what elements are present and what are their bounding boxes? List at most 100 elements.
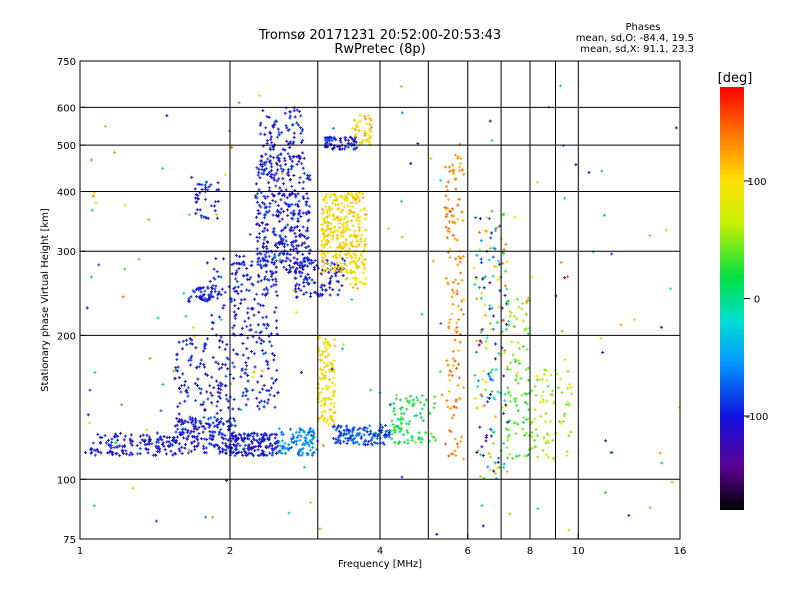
data-point: [333, 411, 337, 415]
data-point: [480, 291, 484, 295]
data-point: [319, 377, 323, 381]
data-point: [259, 205, 263, 209]
y-tick-label: 75: [63, 535, 76, 546]
data-point: [218, 381, 222, 385]
data-point: [250, 441, 254, 445]
data-point: [307, 210, 311, 214]
data-point: [293, 276, 297, 280]
data-point: [198, 208, 202, 212]
data-point: [282, 245, 286, 249]
data-point: [292, 140, 296, 144]
data-point: [521, 319, 525, 323]
data-point: [188, 337, 192, 341]
data-point: [249, 451, 253, 455]
data-point: [292, 131, 296, 135]
data-point: [301, 166, 305, 170]
data-point: [206, 417, 210, 421]
data-point: [484, 346, 488, 350]
data-point: [216, 296, 220, 300]
data-point: [306, 244, 310, 248]
x-tick-label: 2: [227, 546, 233, 557]
data-point: [294, 290, 298, 294]
data-point: [241, 394, 245, 398]
data-point: [257, 275, 261, 279]
data-point: [482, 286, 486, 290]
data-point: [119, 431, 123, 435]
data-point: [479, 296, 483, 300]
data-point: [210, 515, 214, 519]
data-point: [323, 216, 327, 220]
data-point: [211, 435, 215, 439]
data-point: [271, 230, 275, 234]
data-point: [154, 453, 158, 457]
data-point: [301, 187, 305, 191]
data-point: [203, 342, 207, 346]
data-point: [190, 342, 194, 346]
data-point: [354, 201, 358, 205]
data-point: [240, 326, 244, 330]
data-point: [455, 321, 459, 325]
data-point: [339, 194, 343, 198]
data-point: [354, 192, 358, 196]
data-point: [158, 447, 162, 451]
data-point: [267, 389, 271, 393]
data-point: [320, 414, 324, 418]
data-point: [284, 268, 288, 272]
data-point: [451, 302, 455, 306]
data-point: [262, 288, 266, 292]
data-point: [262, 161, 266, 165]
data-point: [299, 232, 303, 236]
data-point: [268, 146, 272, 150]
data-point: [138, 447, 142, 451]
data-point: [279, 152, 283, 156]
data-point: [453, 449, 457, 453]
data-point: [363, 132, 367, 136]
data-point: [327, 368, 331, 372]
data-point: [489, 392, 493, 396]
data-point: [236, 442, 240, 446]
data-point: [216, 423, 220, 427]
phase-stats-x: mean, sd,X: 91.1, 23.3: [580, 44, 694, 55]
data-point: [658, 451, 662, 455]
data-point: [352, 260, 356, 264]
data-point: [563, 358, 567, 362]
data-point: [171, 439, 175, 443]
data-point: [345, 197, 349, 201]
data-point: [259, 121, 263, 125]
data-point: [232, 365, 236, 369]
data-point: [294, 203, 298, 207]
data-point: [349, 271, 353, 275]
data-point: [549, 419, 553, 423]
data-point: [215, 270, 219, 274]
data-point: [293, 226, 297, 230]
data-point: [440, 393, 444, 397]
data-point: [239, 375, 243, 379]
data-point: [352, 118, 356, 122]
data-point: [262, 172, 266, 176]
data-point: [368, 135, 372, 139]
data-point: [257, 188, 261, 192]
data-point: [351, 240, 355, 244]
data-point: [259, 374, 263, 378]
data-point: [353, 235, 357, 239]
data-point: [456, 445, 460, 449]
data-point: [278, 186, 282, 190]
data-point: [263, 196, 267, 200]
data-point: [333, 337, 337, 341]
data-point: [283, 148, 287, 152]
data-point: [350, 204, 354, 208]
data-point: [286, 214, 290, 218]
data-point: [204, 372, 208, 376]
data-point: [291, 192, 295, 196]
data-point: [189, 429, 193, 433]
data-point: [249, 275, 253, 279]
data-point: [171, 443, 175, 447]
data-point: [358, 113, 362, 117]
data-point: [331, 126, 335, 130]
data-point: [328, 282, 332, 286]
data-point: [322, 237, 326, 241]
data-point: [290, 243, 294, 247]
data-point: [260, 451, 264, 455]
data-point: [301, 233, 305, 237]
data-point: [347, 211, 351, 215]
